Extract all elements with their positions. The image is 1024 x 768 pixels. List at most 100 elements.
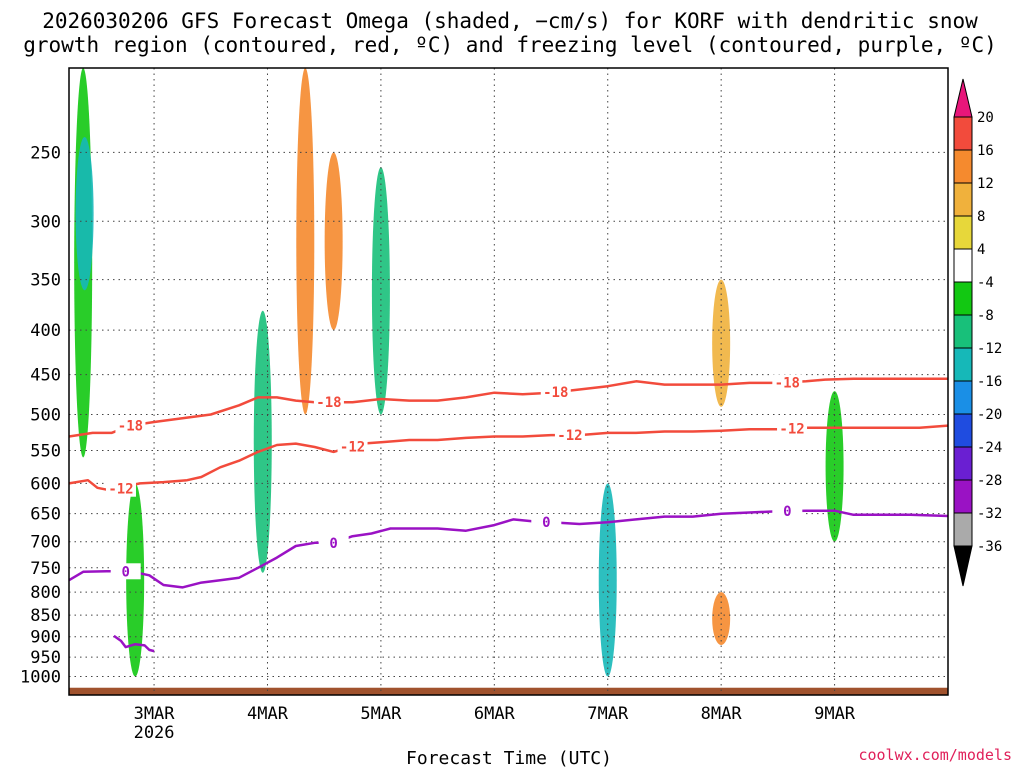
y-tick-label: 250 <box>30 143 61 163</box>
contour-label: -12 <box>108 482 133 498</box>
contour-label-bg <box>110 563 141 580</box>
contour-lines: -18 -18 -18 -18 -12 -12 -12 -12 0 0 0 0 <box>68 374 949 653</box>
y-tick-label: 500 <box>30 405 61 425</box>
contour-label-bg <box>540 384 571 401</box>
contour-line--12 <box>68 424 949 493</box>
colorbar-swatch--28 <box>953 479 973 514</box>
colorbar-swatch--8 <box>953 314 973 349</box>
colorbar-top-arrow <box>953 78 973 118</box>
omega-shading <box>74 67 844 677</box>
omega-shade-2 <box>126 483 145 677</box>
colorbar-bottom-arrow <box>953 545 973 587</box>
contour-label: -12 <box>779 422 804 438</box>
y-tick-label: 650 <box>30 505 61 525</box>
x-tick-label: 5MAR <box>360 704 402 724</box>
contour-label: -18 <box>316 395 341 411</box>
colorbar-swatch--32 <box>953 512 973 547</box>
credit-text: coolwx.com/models <box>858 746 1012 764</box>
colorbar-label: 16 <box>977 143 994 159</box>
colorbar-swatch--20 <box>953 413 973 448</box>
colorbar-label: -28 <box>977 473 1002 489</box>
x-tick-label: 9MAR <box>814 704 856 724</box>
y-tick-label: 600 <box>30 474 61 494</box>
y-tick-label: 700 <box>30 533 61 553</box>
y-tick-label: 850 <box>30 606 61 626</box>
y-tick-label: 350 <box>30 271 61 291</box>
x-axis-label: Forecast Time (UTC) <box>406 748 612 768</box>
contour-label-bg <box>313 394 344 411</box>
x-tick-label: 6MAR <box>474 704 516 724</box>
x-tick-label: 7MAR <box>587 704 629 724</box>
y-tick-label: 300 <box>30 212 61 232</box>
contour-label-bg <box>318 534 349 551</box>
colorbar-label: -32 <box>977 506 1002 522</box>
contour-label: 0 <box>121 564 129 580</box>
y-tick-label: 800 <box>30 583 61 603</box>
y-tick-label: 750 <box>30 559 61 579</box>
colorbar-label: -16 <box>977 374 1002 390</box>
colorbar-label: -12 <box>977 341 1002 357</box>
omega-shade-6 <box>371 167 390 415</box>
y-tick-label: 550 <box>30 442 61 462</box>
colorbar-swatch--12 <box>953 347 973 382</box>
colorbar-label: 8 <box>977 209 985 225</box>
colorbar-label: -36 <box>977 539 1002 555</box>
plot-frame <box>68 67 949 696</box>
chart-title-line2: growth region (contoured, red, ºC) and f… <box>23 33 997 57</box>
contour-label-bg <box>777 420 808 437</box>
contour-label-bg <box>531 514 562 531</box>
y-tick-label: 900 <box>30 628 61 648</box>
omega-shade-5 <box>324 152 343 331</box>
contour-label: -18 <box>118 419 143 435</box>
colorbar: 20 16 12 8 4 -4 -8 -12 -16 -20 -24 -28 -32 -36 <box>953 78 1002 587</box>
terrain-surface <box>69 687 948 695</box>
y-tick-label: 400 <box>30 321 61 341</box>
contour-label-bg <box>337 438 368 455</box>
y-axis-ticks: 2503003504004505005506006507007508008509… <box>20 143 61 687</box>
contour-label-bg <box>115 417 146 434</box>
colorbar-label: 20 <box>977 110 994 126</box>
colorbar-swatch-8 <box>953 215 973 250</box>
colorbar-label: -24 <box>977 440 1002 456</box>
colorbar-label: 4 <box>977 242 985 258</box>
contour-label: 0 <box>783 504 791 520</box>
plot-area: -18 -18 -18 -18 -12 -12 -12 -12 0 0 0 0 <box>68 67 949 696</box>
contour-label-bg <box>554 427 585 444</box>
contour-label-bg <box>105 480 136 497</box>
contour-line-0 <box>68 509 949 589</box>
colorbar-swatch-4 <box>953 248 973 283</box>
colorbar-label: -20 <box>977 407 1002 423</box>
omega-shade-3 <box>253 310 272 573</box>
colorbar-swatch-12 <box>953 182 973 217</box>
contour-label-bg <box>772 374 803 391</box>
contour-line-0-loop <box>113 634 155 653</box>
x-tick-sublabel: 2026 <box>134 723 175 743</box>
colorbar-label: -8 <box>977 308 994 324</box>
y-tick-label: 450 <box>30 366 61 386</box>
colorbar-swatch-16 <box>953 149 973 184</box>
contour-label: -18 <box>543 385 568 401</box>
omega-shade-4 <box>296 68 315 415</box>
terrain-fill <box>69 687 948 695</box>
omega-shade-1 <box>75 136 94 291</box>
colorbar-label: -4 <box>977 275 994 291</box>
contour-label: 0 <box>542 515 550 531</box>
contour-label-bg <box>772 503 803 520</box>
colorbar-label: 12 <box>977 176 994 192</box>
colorbar-swatch-20 <box>953 116 973 151</box>
contour-label: -18 <box>775 375 800 391</box>
contour-label: 0 <box>329 536 337 552</box>
colorbar-swatch--16 <box>953 380 973 415</box>
y-tick-label: 1000 <box>20 668 61 688</box>
x-tick-label: 8MAR <box>701 704 743 724</box>
x-tick-label: 3MAR <box>134 704 176 724</box>
y-tick-label: 950 <box>30 648 61 668</box>
contour-label: -12 <box>557 428 582 444</box>
colorbar-swatch--4 <box>953 281 973 316</box>
contour-label: -12 <box>340 439 365 455</box>
x-tick-label: 4MAR <box>247 704 289 724</box>
colorbar-swatch--24 <box>953 446 973 481</box>
chart-title-line1: 2026030206 GFS Forecast Omega (shaded, −… <box>42 9 978 33</box>
